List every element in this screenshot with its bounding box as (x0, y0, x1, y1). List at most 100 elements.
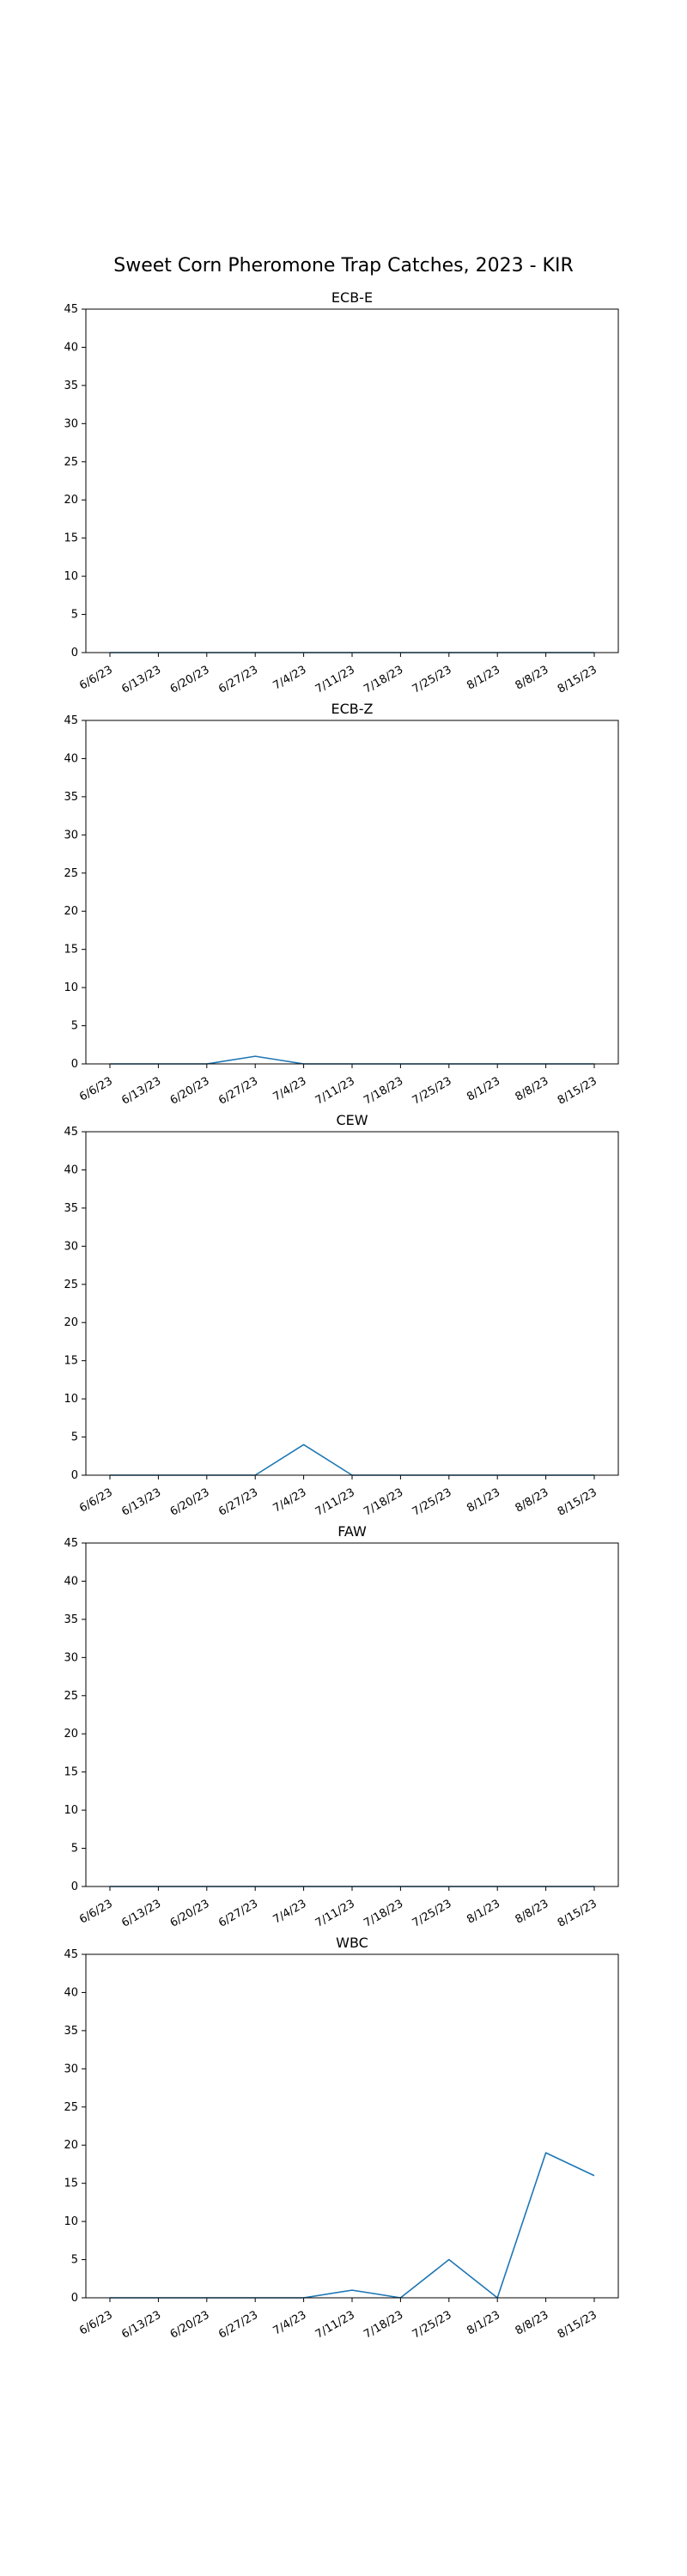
y-tick-label: 20 (64, 1728, 78, 1741)
y-tick-label: 15 (64, 944, 78, 957)
series-line (110, 1055, 594, 1065)
x-tick-label: 7/18/23 (362, 1486, 405, 1519)
y-tick-label: 10 (64, 2215, 78, 2228)
x-tick-label: 7/11/23 (313, 664, 357, 696)
x-tick-label: 6/6/23 (77, 664, 115, 693)
x-tick-label: 6/20/23 (168, 1075, 212, 1108)
y-tick-label: 15 (64, 1766, 78, 1779)
y-tick-label: 40 (64, 1986, 78, 1999)
x-tick-label: 6/20/23 (168, 1486, 212, 1519)
y-tick-label: 30 (64, 417, 78, 430)
x-tick-label: 7/11/23 (313, 1075, 357, 1108)
y-tick-label: 0 (71, 1880, 78, 1893)
x-tick-label: 8/1/23 (465, 1898, 502, 1927)
x-tick-label: 7/18/23 (362, 1075, 405, 1108)
axes-frame (85, 1542, 619, 1887)
y-tick-label: 25 (64, 1690, 78, 1703)
y-tick-label: 45 (64, 1948, 78, 1961)
y-tick-label: 0 (71, 1469, 78, 1482)
y-tick-label: 5 (71, 2254, 78, 2267)
y-tick-label: 30 (64, 1651, 78, 1664)
x-tick-label: 6/27/23 (216, 1075, 260, 1108)
y-tick-label: 20 (64, 2139, 78, 2152)
x-tick-label: 6/13/23 (119, 1898, 163, 1930)
x-tick-label: 6/6/23 (77, 2309, 115, 2338)
x-tick-label: 8/8/23 (514, 1898, 551, 1927)
y-tick-label: 40 (64, 752, 78, 765)
y-tick-label: 5 (71, 609, 78, 622)
x-tick-label: 7/4/23 (271, 1075, 309, 1104)
y-tick-label: 30 (64, 829, 78, 841)
axes-frame (85, 308, 619, 653)
x-tick-label: 6/13/23 (119, 1486, 163, 1519)
y-tick-label: 20 (64, 1316, 78, 1329)
axes-frame (85, 1131, 619, 1476)
x-tick-label: 8/1/23 (465, 1486, 502, 1516)
y-tick-label: 10 (64, 1393, 78, 1406)
y-tick-label: 15 (64, 532, 78, 545)
x-tick-label: 6/6/23 (77, 1898, 115, 1927)
x-tick-label: 8/8/23 (514, 2309, 551, 2338)
x-tick-label: 7/18/23 (362, 2309, 405, 2342)
x-tick-label: 7/25/23 (410, 1075, 454, 1108)
x-tick-label: 6/27/23 (216, 1486, 260, 1519)
x-tick-label: 6/27/23 (216, 2309, 260, 2342)
x-tick-label: 6/6/23 (77, 1075, 115, 1104)
chart-panel-wbc: WBC 0 5 10 15 20 25 30 35 40 45 6/6/23 6/13/23 6/20/2… (0, 1929, 687, 2358)
y-tick-label: 10 (64, 570, 78, 583)
x-tick-label: 7/25/23 (410, 1486, 454, 1519)
y-tick-label: 0 (71, 1058, 78, 1071)
y-tick-label: 20 (64, 905, 78, 918)
panel-title: FAW (337, 1523, 367, 1540)
y-tick-label: 35 (64, 2025, 78, 2038)
chart-svg: FAW 0 5 10 15 20 25 30 35 40 45 6/6/23 6/13/23 6/20/2… (64, 1523, 619, 1930)
chart-svg: ECB-Z 0 5 10 15 20 25 30 35 40 45 6/6/23 6/13/23 6/20… (64, 701, 619, 1108)
x-tick-label: 6/20/23 (168, 2309, 212, 2342)
y-tick-label: 5 (71, 1843, 78, 1856)
series-line (110, 1443, 594, 1476)
x-tick-label: 7/4/23 (271, 664, 309, 693)
y-tick-label: 40 (64, 1575, 78, 1588)
y-tick-label: 45 (64, 303, 78, 316)
y-tick-label: 45 (64, 1126, 78, 1139)
y-tick-label: 15 (64, 2178, 78, 2190)
y-tick-label: 35 (64, 1613, 78, 1626)
y-tick-label: 15 (64, 1355, 78, 1368)
x-tick-label: 8/15/23 (556, 2309, 599, 2342)
x-tick-label: 7/25/23 (410, 1898, 454, 1930)
panel-title: CEW (336, 1112, 368, 1128)
x-tick-label: 6/27/23 (216, 1898, 260, 1930)
x-tick-label: 8/8/23 (514, 1486, 551, 1516)
x-tick-label: 6/13/23 (119, 1075, 163, 1108)
x-tick-label: 7/4/23 (271, 1898, 309, 1927)
x-tick-label: 7/18/23 (362, 664, 405, 696)
chart-panel-ecb-z: ECB-Z 0 5 10 15 20 25 30 35 40 45 6/6/23 6/13/23 6/20… (0, 695, 687, 1124)
chart-panel-cew: CEW 0 5 10 15 20 25 30 35 40 45 6/6/23 6/13/23 6/20/2… (0, 1106, 687, 1535)
x-tick-label: 8/1/23 (465, 2309, 502, 2338)
x-tick-label: 8/8/23 (514, 664, 551, 693)
y-tick-label: 0 (71, 2292, 78, 2305)
axes-frame (85, 720, 619, 1065)
x-tick-label: 6/27/23 (216, 664, 260, 696)
y-tick-label: 0 (71, 647, 78, 659)
y-tick-label: 40 (64, 341, 78, 354)
panel-title: WBC (336, 1935, 368, 1951)
x-tick-label: 7/4/23 (271, 1486, 309, 1516)
x-tick-label: 8/15/23 (556, 664, 599, 696)
figure-title: Sweet Corn Pheromone Trap Catches, 2023 … (113, 255, 574, 276)
x-tick-label: 7/4/23 (271, 2309, 309, 2338)
y-tick-label: 5 (71, 1020, 78, 1033)
panel-title: ECB-E (331, 289, 373, 306)
x-tick-label: 8/15/23 (556, 1486, 599, 1519)
x-tick-label: 7/11/23 (313, 1898, 357, 1930)
x-tick-label: 8/1/23 (465, 1075, 502, 1104)
x-tick-label: 7/11/23 (313, 2309, 357, 2342)
y-tick-label: 35 (64, 1202, 78, 1215)
y-tick-label: 25 (64, 867, 78, 880)
y-tick-label: 35 (64, 791, 78, 804)
chart-panel-faw: FAW 0 5 10 15 20 25 30 35 40 45 6/6/23 6/13/23 6/20/2… (0, 1517, 687, 1947)
series-line (110, 2152, 595, 2299)
y-tick-label: 25 (64, 1279, 78, 1291)
x-tick-label: 7/25/23 (410, 664, 454, 696)
y-tick-label: 35 (64, 380, 78, 392)
